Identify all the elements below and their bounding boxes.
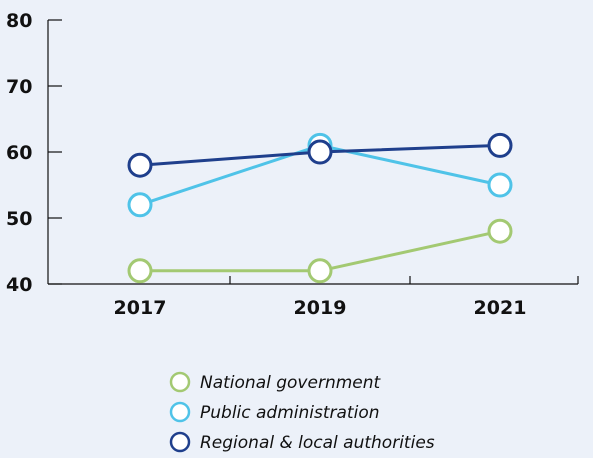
series-lines — [127, 132, 513, 284]
x-tick-label: 2019 — [294, 297, 347, 319]
legend-marker — [169, 431, 191, 453]
y-tick-label: 60 — [6, 142, 32, 164]
series-regional-and-local-authorities — [127, 132, 513, 178]
data-point — [127, 258, 153, 284]
legend-label: Regional & local authorities — [200, 433, 435, 453]
legend-marker — [169, 371, 191, 393]
data-point — [127, 192, 153, 218]
data-point — [487, 132, 513, 158]
y-tick-label: 70 — [6, 76, 32, 98]
legend-label: Public administration — [200, 403, 380, 423]
legend: National government Public administration… — [169, 371, 435, 453]
legend-item: National government — [169, 371, 382, 393]
legend-label: National government — [200, 373, 382, 393]
x-tick-label: 2017 — [114, 297, 167, 319]
y-axis-ticks: 40 50 60 70 80 — [6, 10, 62, 296]
legend-marker — [169, 401, 191, 423]
series-national-government — [127, 218, 513, 284]
y-tick-label: 40 — [6, 274, 32, 296]
data-point — [487, 218, 513, 244]
y-tick-label: 80 — [6, 10, 32, 32]
legend-item: Regional & local authorities — [169, 431, 435, 453]
data-point — [487, 172, 513, 198]
x-axis-ticks: 2017 2019 2021 — [114, 276, 579, 319]
legend-item: Public administration — [169, 401, 380, 423]
data-point — [127, 152, 153, 178]
x-tick-label: 2021 — [474, 297, 527, 319]
y-tick-label: 50 — [6, 208, 32, 230]
data-point — [307, 258, 333, 284]
data-point — [307, 139, 333, 165]
